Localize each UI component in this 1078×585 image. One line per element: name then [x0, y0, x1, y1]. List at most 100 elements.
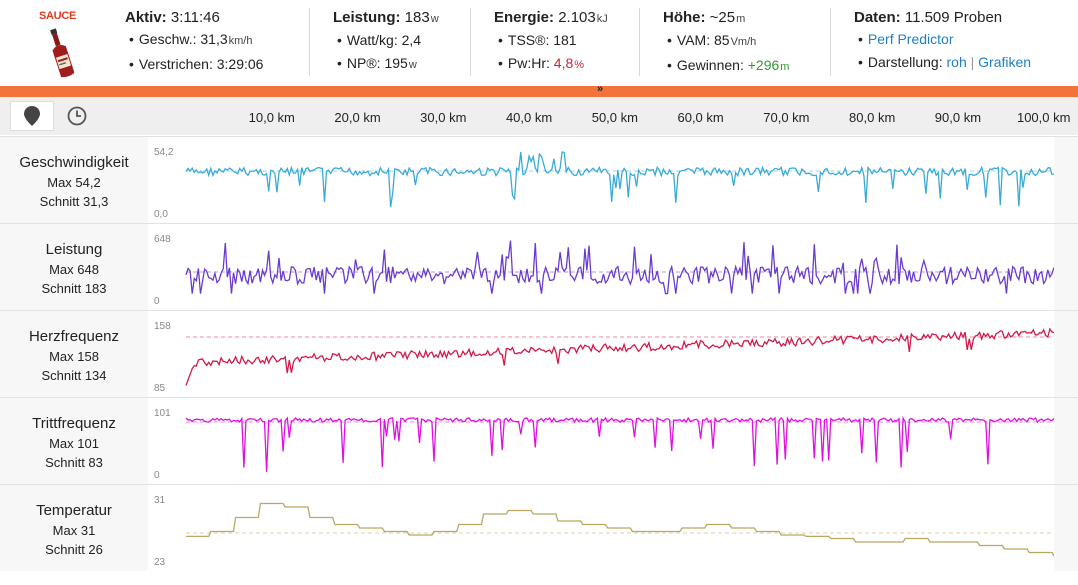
x-tick-label: 40,0 km — [505, 110, 553, 125]
view-raw-link[interactable]: roh — [946, 54, 967, 70]
pwhr-label: Pw:Hr: — [507, 55, 550, 71]
trace-line — [185, 415, 1054, 472]
trace-hr — [185, 327, 1054, 386]
leistung-unit: w — [430, 13, 439, 25]
leistung-stats: Leistung: 183w Watt/kg: 2,4 NP®: 195w — [333, 8, 439, 78]
vam-unit: Vm/h — [730, 36, 757, 48]
perf-predictor-link[interactable]: Perf Predictor — [867, 31, 954, 47]
x-tick-label: 100,0 km — [1016, 110, 1071, 125]
panel-avg: Schnitt 83 — [45, 455, 103, 470]
panel-label: Temperatur Max 31 Schnitt 26 — [0, 485, 148, 571]
daten-stats: Daten: 11.509 Proben Perf Predictor Dars… — [854, 8, 1031, 78]
panel-plot[interactable]: 648 0 — [148, 224, 1054, 310]
map-pin-icon — [24, 106, 40, 126]
trace-temp — [186, 502, 1054, 557]
collapse-bar[interactable]: » — [0, 83, 1078, 97]
energie-stats: Energie: 2.103kJ TSS®: 181 Pw:Hr: 4,8% — [494, 8, 608, 78]
divider — [309, 8, 310, 76]
trace-line — [185, 240, 1054, 295]
sauce-logo: SAUCE — [30, 8, 90, 78]
energie-value: 2.103 — [558, 9, 596, 26]
panel-plot[interactable]: 31 23 — [148, 485, 1054, 571]
y-max-label: 158 — [154, 321, 171, 332]
panel-margin — [1054, 398, 1078, 484]
panel-margin — [1054, 485, 1078, 571]
y-min-label: 85 — [154, 383, 166, 394]
leistung-label: Leistung: — [333, 9, 401, 26]
panel-avg: Schnitt 183 — [41, 281, 107, 296]
x-tick-label: 50,0 km — [591, 110, 638, 125]
divider — [639, 8, 640, 76]
time-mode-button[interactable] — [55, 101, 99, 131]
y-min-label: 23 — [154, 557, 166, 568]
hoehe-value: ~25 — [709, 9, 736, 26]
speed-label: Geschw.: — [138, 31, 197, 47]
panel-plot[interactable]: 54,2 0,0 — [148, 137, 1054, 223]
trace-speed — [185, 151, 1054, 208]
chart-toolbar: 10,0 km 20,0 km 30,0 km 40,0 km 50,0 km 60,0 … — [0, 97, 1078, 135]
x-axis: 10,0 km 20,0 km 30,0 km 40,0 km 50,0 km 60,0 … — [0, 97, 1078, 135]
gain-value: +296 — [747, 57, 780, 73]
panel-plot[interactable]: 101 0 — [148, 398, 1054, 484]
panel-title: Leistung — [45, 241, 103, 258]
panel-label: Geschwindigkeit Max 54,2 Schnitt 31,3 — [0, 137, 148, 223]
panel-margin — [1054, 137, 1078, 223]
aktiv-label: Aktiv: — [125, 9, 167, 26]
vam-label: VAM: — [676, 32, 711, 48]
panel-plot[interactable]: 158 85 — [148, 311, 1054, 397]
x-tick-label: 10,0 km — [248, 110, 295, 125]
gain-unit: m — [780, 61, 790, 73]
y-max-label: 54,2 — [154, 147, 174, 158]
np-value: 195 — [384, 55, 408, 71]
trace-line — [185, 151, 1054, 208]
view-graphs-link[interactable]: Grafiken — [978, 54, 1032, 70]
np-label: NP®: — [346, 55, 381, 71]
energie-label: Energie: — [494, 9, 555, 26]
panel-max: Max 54,2 — [47, 175, 101, 190]
elapsed-label: Verstrichen: — [138, 56, 213, 72]
chevron-double-down-icon[interactable]: » — [597, 83, 604, 95]
sauce-bottle-icon — [50, 28, 74, 78]
x-tick-label: 80,0 km — [849, 110, 896, 125]
leistung-value: 183 — [404, 9, 430, 26]
chart-panel-hr[interactable]: Herzfrequenz Max 158 Schnitt 134 158 85 — [0, 310, 1078, 397]
chart-panel-power[interactable]: Leistung Max 648 Schnitt 183 648 0 — [0, 223, 1078, 310]
hoehe-unit: m — [736, 13, 746, 25]
panel-label: Trittfrequenz Max 101 Schnitt 83 — [0, 398, 148, 484]
trace-line — [185, 327, 1054, 386]
chart-panel-cadence[interactable]: Trittfrequenz Max 101 Schnitt 83 101 0 — [0, 397, 1078, 484]
trace-cadence — [185, 415, 1054, 472]
tss-label: TSS®: — [507, 32, 550, 48]
hoehe-stats: Höhe: ~25m VAM: 85Vm/h Gewinnen: +296m — [663, 8, 789, 78]
panel-margin — [1054, 224, 1078, 310]
panel-avg: Schnitt 134 — [41, 368, 107, 383]
gain-label: Gewinnen: — [676, 57, 744, 73]
trace-line — [186, 502, 1054, 557]
panel-max: Max 648 — [49, 262, 99, 277]
x-tick-label: 60,0 km — [677, 110, 724, 125]
x-tick-label: 90,0 km — [934, 110, 982, 125]
darstellung-label: Darstellung: — [867, 54, 943, 70]
pwhr-unit: % — [574, 59, 585, 71]
distance-mode-button[interactable] — [10, 101, 54, 131]
np-unit: w — [408, 59, 417, 71]
trace-power — [185, 240, 1054, 295]
wattkg-label: Watt/kg: — [346, 32, 398, 48]
aktiv-stats: Aktiv: 3:11:46 Geschw.: 31,3km/h Verstri… — [125, 8, 263, 78]
view-separator: | — [970, 54, 975, 70]
panel-title: Herzfrequenz — [28, 328, 120, 345]
x-tick-label: 30,0 km — [420, 110, 467, 125]
divider — [830, 8, 831, 76]
panel-title: Temperatur — [36, 502, 112, 519]
chart-panel-speed[interactable]: Geschwindigkeit Max 54,2 Schnitt 31,3 54,2 0… — [0, 136, 1078, 223]
hoehe-label: Höhe: — [663, 9, 706, 26]
tss-value: 181 — [553, 32, 577, 48]
aktiv-value: 3:11:46 — [170, 9, 220, 26]
panel-max: Max 158 — [49, 349, 99, 364]
clock-icon — [67, 106, 87, 126]
panel-title: Geschwindigkeit — [19, 154, 129, 171]
y-max-label: 101 — [154, 408, 171, 419]
daten-value: 11.509 Proben — [904, 9, 1003, 26]
panel-avg: Schnitt 26 — [45, 542, 103, 557]
chart-panel-temp[interactable]: Temperatur Max 31 Schnitt 26 31 23 — [0, 484, 1078, 571]
